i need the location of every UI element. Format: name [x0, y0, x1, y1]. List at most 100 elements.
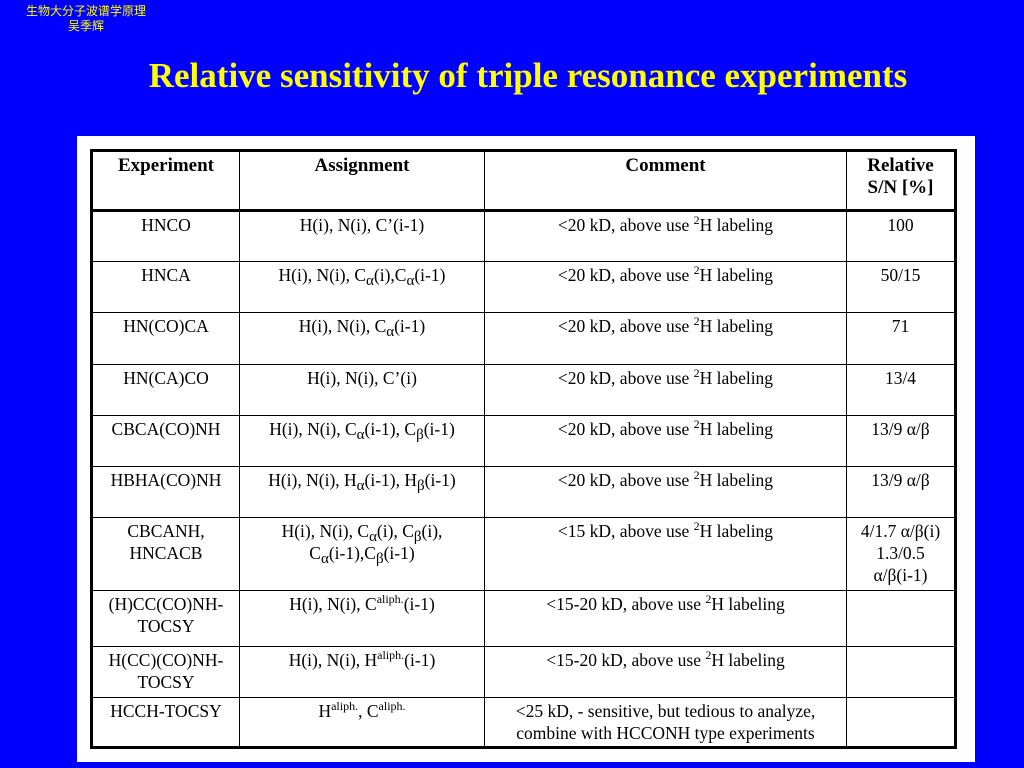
text-segment: H(i), N(i), C: [289, 594, 377, 615]
cell-assignment: H(i), N(i), Cα(i), Cβ(i), Cα(i-1),Cβ(i-1): [239, 517, 485, 592]
text-segment: <20 kD, above use: [557, 469, 694, 490]
greek-subscript: α: [386, 324, 395, 341]
text-segment: (i-1): [404, 649, 436, 670]
cell-relative-sn: [846, 696, 956, 749]
text-segment: C: [309, 543, 321, 564]
table-row: HN(CO)CA H(i), N(i), Cα(i-1) <20 kD, above…: [91, 312, 956, 365]
greek-subscript: β: [413, 529, 422, 546]
assignment-line: H(i), N(i), C’(i): [244, 367, 480, 389]
greek-subscript: β: [416, 426, 424, 443]
superscript: aliph.: [376, 592, 404, 607]
header-experiment: Experiment: [91, 150, 240, 212]
isotope-superscript: 2: [693, 416, 700, 431]
comment-line: combine with HCCONH type experiments: [489, 722, 842, 744]
text-segment: H(i), N(i), C: [298, 316, 387, 337]
cell-experiment: HN(CA)CO: [91, 363, 240, 416]
relative-line: 71: [891, 316, 910, 337]
table-row: HBHA(CO)NH H(i), N(i), Hα(i-1), Hβ(i-1) <2…: [91, 465, 956, 519]
isotope-superscript: 2: [693, 263, 700, 278]
text-segment: (i-1): [423, 418, 455, 439]
header-relative-line1: Relative: [867, 155, 934, 176]
text-segment: <20 kD, above use: [557, 316, 694, 337]
experiment-line: CBCANH,: [127, 521, 205, 542]
relative-line: α/β(i-1): [873, 565, 928, 586]
isotope-superscript: 2: [693, 365, 700, 380]
isotope-superscript: 2: [693, 213, 700, 227]
cell-assignment: H(i), N(i), Caliph.(i-1): [239, 590, 485, 647]
cell-comment: <15-20 kD, above use 2H labeling: [484, 645, 847, 698]
text-segment: H(i), N(i), C’(i-1): [299, 215, 425, 235]
isotope-superscript: 2: [693, 467, 700, 482]
text-segment: H labeling: [711, 594, 785, 615]
text-segment: (i-1): [403, 594, 435, 615]
assignment-line: H(i), N(i), Caliph.(i-1): [244, 593, 480, 615]
header-row: Experiment Assignment Comment Relative S…: [91, 150, 956, 212]
text-segment: <20 kD, above use: [557, 215, 694, 235]
comment-line: <20 kD, above use 2H labeling: [489, 214, 842, 236]
experiment-line: HN(CA)CO: [123, 367, 209, 388]
isotope-superscript: 2: [705, 592, 712, 607]
assignment-line: H(i), N(i), Haliph.(i-1): [244, 649, 480, 671]
header-assignment: Assignment: [239, 150, 485, 212]
table-image: Experiment Assignment Comment Relative S…: [77, 136, 975, 762]
text-segment: (i-1): [414, 265, 446, 286]
cell-relative-sn: 13/9 α/β: [846, 414, 956, 467]
cell-experiment: CBCANH, HNCACB: [91, 517, 240, 592]
text-segment: <25 kD, - sensitive, but tedious to anal…: [515, 700, 816, 721]
cell-relative-sn: 100: [846, 209, 956, 263]
cell-assignment: H(i), N(i), Haliph.(i-1): [239, 645, 485, 698]
cell-experiment: HBHA(CO)NH: [91, 465, 240, 519]
greek-subscript: α: [356, 477, 365, 494]
experiment-line: TOCSY: [137, 671, 195, 692]
table-row: CBCA(CO)NH H(i), N(i), Cα(i-1), Cβ(i-1) <2…: [91, 414, 956, 467]
experiment-line: CBCA(CO)NH: [111, 418, 221, 439]
cell-relative-sn: 4/1.7 α/β(i) 1.3/0.5 α/β(i-1): [846, 517, 956, 592]
text-segment: H(i), N(i), C’(i): [307, 367, 417, 388]
text-segment: <20 kD, above use: [557, 265, 694, 286]
author-name: 吴季辉: [67, 19, 104, 33]
header-comment: Comment: [484, 150, 847, 212]
text-segment: (i), C: [376, 521, 414, 542]
header-relative: Relative S/N [%]: [846, 150, 956, 212]
table-row: H(CC)(CO)NH- TOCSY H(i), N(i), Haliph.(i-1…: [91, 645, 956, 698]
sensitivity-table: Experiment Assignment Comment Relative S…: [90, 149, 957, 749]
table-row: HCCH-TOCSY Haliph., Caliph. <25 kD, - sens…: [91, 696, 956, 749]
greek-subscript: α: [366, 273, 374, 290]
cell-comment: <20 kD, above use 2H labeling: [484, 261, 847, 314]
text-segment: H(i), N(i), H: [288, 649, 378, 670]
text-segment: (i-1): [383, 543, 415, 564]
text-segment: <15-20 kD, above use: [546, 649, 706, 670]
text-segment: <20 kD, above use: [557, 418, 694, 439]
experiment-line: (H)CC(CO)NH-: [108, 594, 224, 615]
text-segment: (i-1), H: [364, 469, 418, 490]
experiment-line: HNCO: [141, 215, 191, 235]
text-segment: H labeling: [711, 649, 785, 670]
text-segment: combine with HCCONH type experiments: [516, 722, 815, 743]
text-segment: H labeling: [699, 316, 774, 337]
relative-line: 13/4: [884, 367, 917, 388]
experiment-line: TOCSY: [137, 616, 195, 637]
relative-line: 100: [887, 215, 914, 235]
text-segment: H labeling: [699, 469, 774, 490]
assignment-line: H(i), N(i), Cα(i-1), Cβ(i-1): [244, 418, 480, 443]
comment-line: <20 kD, above use 2H labeling: [489, 315, 842, 337]
text-segment: <15 kD, above use: [557, 521, 694, 542]
experiment-line: HBHA(CO)NH: [110, 469, 222, 490]
assignment-line: H(i), N(i), C’(i-1): [244, 214, 480, 236]
cell-assignment: H(i), N(i), Cα(i-1): [239, 312, 485, 365]
assignment-line: H(i), N(i), Cα(i),Cα(i-1): [244, 264, 480, 290]
text-segment: (i-1): [394, 316, 426, 337]
text-segment: H(i), N(i), C: [278, 265, 367, 286]
greek-subscript: α: [406, 273, 415, 290]
text-segment: (i),: [421, 521, 443, 542]
cell-relative-sn: 50/15: [846, 261, 956, 314]
text-segment: H labeling: [699, 215, 774, 235]
cell-comment: <25 kD, - sensitive, but tedious to anal…: [484, 696, 847, 749]
relative-line: 13/9 α/β: [871, 469, 930, 490]
cell-comment: <20 kD, above use 2H labeling: [484, 363, 847, 416]
cell-assignment: Haliph., Caliph.: [239, 696, 485, 749]
comment-line: <25 kD, - sensitive, but tedious to anal…: [489, 700, 842, 722]
comment-line: <15-20 kD, above use 2H labeling: [489, 649, 842, 671]
greek-subscript: α: [356, 426, 365, 443]
text-segment: (i),C: [373, 265, 407, 286]
